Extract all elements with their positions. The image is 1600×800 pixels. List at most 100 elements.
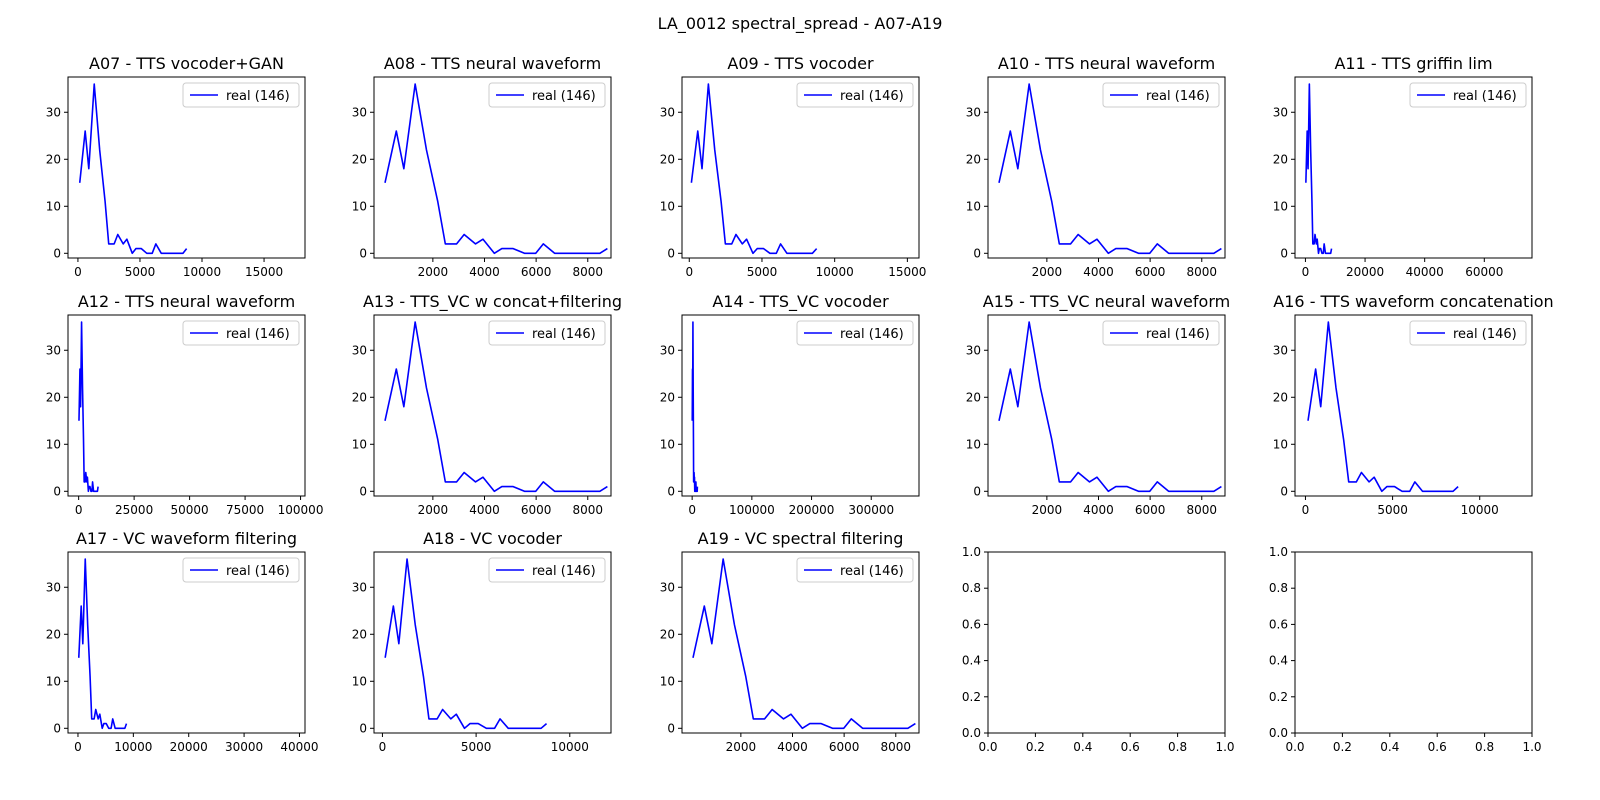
y-tick-label: 20 bbox=[660, 152, 675, 166]
x-tick-label: 10000 bbox=[816, 265, 854, 279]
x-tick-label: 0.4 bbox=[1073, 740, 1092, 754]
y-tick-label: 0 bbox=[53, 721, 61, 735]
legend-label: real (146) bbox=[840, 564, 904, 579]
legend-label: real (146) bbox=[1453, 89, 1517, 104]
y-tick-label: 0 bbox=[1280, 246, 1288, 260]
subplot-title: A16 - TTS waveform concatenation bbox=[1273, 292, 1553, 311]
subplot-title: A09 - TTS vocoder bbox=[727, 54, 874, 73]
legend: real (146) bbox=[488, 557, 606, 583]
y-tick-label: 30 bbox=[352, 343, 367, 357]
y-tick-label: 30 bbox=[46, 343, 61, 357]
legend: real (146) bbox=[796, 557, 914, 583]
x-tick-label: 0 bbox=[688, 503, 696, 517]
y-tick-label: 30 bbox=[660, 343, 675, 357]
y-tick-label: 30 bbox=[352, 580, 367, 594]
x-tick-label: 100000 bbox=[278, 503, 324, 517]
y-tick-label: 30 bbox=[660, 580, 675, 594]
x-tick-label: 0 bbox=[74, 265, 82, 279]
y-tick-label: 20 bbox=[966, 390, 981, 404]
y-tick-label: 0 bbox=[667, 246, 675, 260]
x-tick-label: 10000 bbox=[1461, 503, 1499, 517]
x-tick-label: 40000 bbox=[280, 740, 318, 754]
legend-box bbox=[488, 320, 606, 346]
legend-box bbox=[1102, 82, 1220, 108]
x-tick-label: 100000 bbox=[729, 503, 775, 517]
y-tick-label: 20 bbox=[966, 152, 981, 166]
y-tick-label: 30 bbox=[966, 105, 981, 119]
legend-box bbox=[1409, 82, 1527, 108]
legend: real (146) bbox=[182, 320, 300, 346]
x-tick-label: 200000 bbox=[789, 503, 835, 517]
legend-box bbox=[1409, 320, 1527, 346]
series-line bbox=[691, 321, 699, 493]
y-tick-label: 10 bbox=[660, 674, 675, 688]
legend: real (146) bbox=[488, 82, 606, 108]
x-tick-label: 0.2 bbox=[1333, 740, 1352, 754]
y-tick-label: 0.0 bbox=[1269, 726, 1288, 740]
x-tick-label: 60000 bbox=[1465, 265, 1503, 279]
x-tick-label: 2000 bbox=[418, 503, 449, 517]
x-tick-label: 6000 bbox=[1135, 503, 1166, 517]
x-tick-label: 5000 bbox=[1377, 503, 1408, 517]
series-line bbox=[692, 558, 916, 730]
subplot-10: A16 - TTS waveform concatenation 0 5000 100… bbox=[1273, 292, 1554, 517]
x-tick-label: 6000 bbox=[1135, 265, 1166, 279]
y-tick-label: 0 bbox=[667, 484, 675, 498]
legend-label: real (146) bbox=[226, 327, 290, 342]
x-tick-label: 1.0 bbox=[1215, 740, 1234, 754]
y-tick-label: 20 bbox=[352, 627, 367, 641]
subplot-7: A13 - TTS_VC w concat+filtering 2000 4000 6… bbox=[352, 292, 622, 517]
x-tick-label: 50000 bbox=[171, 503, 209, 517]
x-tick-label: 0.8 bbox=[1475, 740, 1494, 754]
x-tick-label: 0.6 bbox=[1121, 740, 1140, 754]
subplot-5: A11 - TTS griffin lim 0 20000 40000 60000 0 10… bbox=[1273, 54, 1533, 279]
y-tick-label: 20 bbox=[1273, 390, 1288, 404]
axes-frame bbox=[373, 76, 612, 259]
subplot-1: A07 - TTS vocoder+GAN 0 5000 10000 15000 0 10 2… bbox=[46, 54, 306, 279]
series-line bbox=[1307, 321, 1459, 493]
y-tick-label: 20 bbox=[46, 390, 61, 404]
series-line bbox=[690, 83, 818, 255]
series-line bbox=[998, 83, 1222, 255]
legend: real (146) bbox=[796, 320, 914, 346]
legend: real (146) bbox=[796, 82, 914, 108]
x-tick-label: 0.4 bbox=[1380, 740, 1399, 754]
legend-label: real (146) bbox=[1453, 327, 1517, 342]
axes-frame bbox=[67, 314, 306, 497]
subplot-15: 0.0 0.2 0.4 0.6 0.8 1.0 0.0 0.2 0.4 0.6 0.8 1.0 bbox=[1269, 545, 1542, 754]
legend: real (146) bbox=[1102, 320, 1220, 346]
x-tick-label: 8000 bbox=[1186, 503, 1217, 517]
y-tick-label: 10 bbox=[46, 674, 61, 688]
axes-frame bbox=[681, 314, 920, 497]
y-tick-label: 30 bbox=[46, 580, 61, 594]
y-tick-label: 0 bbox=[973, 246, 981, 260]
x-tick-label: 10000 bbox=[114, 740, 152, 754]
x-tick-label: 5000 bbox=[747, 265, 778, 279]
x-tick-label: 0 bbox=[1302, 265, 1310, 279]
x-tick-label: 5000 bbox=[125, 265, 156, 279]
legend-box bbox=[1102, 320, 1220, 346]
y-tick-label: 0.6 bbox=[1269, 617, 1288, 631]
subplot-12: A18 - VC vocoder 0 5000 10000 0 10 20 30 real (1… bbox=[352, 529, 612, 754]
x-tick-label: 0 bbox=[1302, 503, 1310, 517]
x-tick-label: 1.0 bbox=[1522, 740, 1541, 754]
x-tick-label: 8000 bbox=[1186, 265, 1217, 279]
legend-label: real (146) bbox=[840, 89, 904, 104]
x-tick-label: 8000 bbox=[572, 265, 603, 279]
x-tick-label: 10000 bbox=[551, 740, 589, 754]
legend-label: real (146) bbox=[532, 564, 596, 579]
axes-frame bbox=[987, 551, 1226, 734]
legend-box bbox=[796, 320, 914, 346]
series-line bbox=[78, 83, 188, 255]
y-tick-label: 10 bbox=[46, 437, 61, 451]
y-tick-label: 30 bbox=[46, 105, 61, 119]
y-tick-label: 10 bbox=[1273, 199, 1288, 213]
axes-frame bbox=[67, 551, 306, 734]
subplot-title: A12 - TTS neural waveform bbox=[78, 292, 295, 311]
legend: real (146) bbox=[182, 557, 300, 583]
x-tick-label: 300000 bbox=[848, 503, 894, 517]
y-tick-label: 10 bbox=[352, 674, 367, 688]
subplot-11: A17 - VC waveform filtering 0 10000 20000 30… bbox=[46, 529, 319, 754]
axes-frame bbox=[1294, 314, 1533, 497]
x-tick-label: 6000 bbox=[521, 265, 552, 279]
